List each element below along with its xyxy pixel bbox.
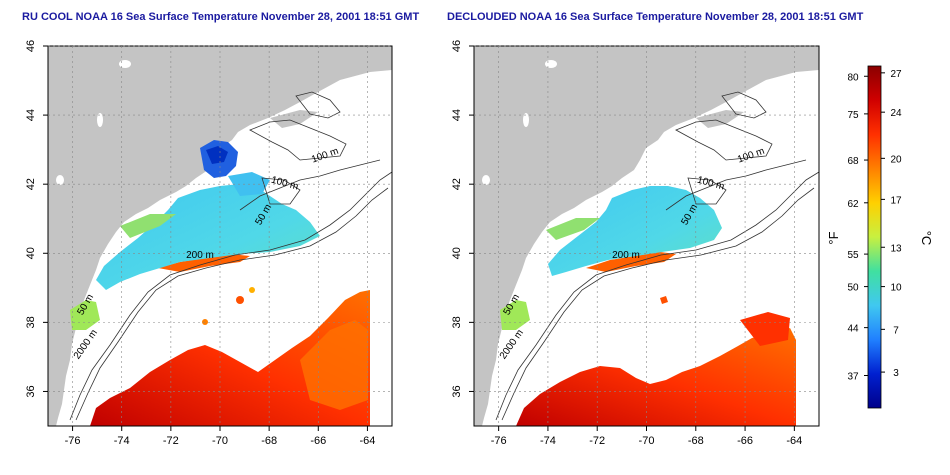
celsius-unit: °C [919, 231, 934, 246]
bathymetry-contours [69, 91, 392, 421]
celsius-tick-label: 7 [893, 325, 899, 336]
x-tick-label: -72 [163, 435, 179, 447]
fahrenheit-tick-label: 37 [847, 372, 859, 383]
colorbar-gradient [867, 65, 882, 409]
land-mass [474, 46, 819, 426]
lake [56, 175, 64, 185]
bathymetry-contours [495, 91, 819, 421]
sst-coastal-green [500, 300, 530, 330]
land-peninsula [696, 110, 744, 128]
sst-coastal-green [70, 300, 100, 330]
x-tick-label: -68 [688, 435, 704, 447]
x-tick-label: -76 [65, 435, 81, 447]
y-tick-label: 44 [25, 109, 37, 121]
sst-coastal-green [120, 214, 176, 238]
sst-slope-streak [158, 254, 250, 272]
y-tick-label: 36 [451, 385, 463, 397]
colorbar: °F °C [826, 65, 934, 409]
lake [545, 60, 557, 68]
land-peninsula [270, 110, 318, 128]
fahrenheit-unit: °F [826, 231, 841, 244]
x-tick-label: -72 [589, 435, 605, 447]
fahrenheit-tick-label: 44 [847, 324, 859, 335]
contour-label: 200 m [186, 250, 214, 261]
y-tick-label: 36 [25, 385, 37, 397]
celsius-tick-label: 24 [890, 108, 902, 119]
fahrenheit-tick-label: 75 [847, 110, 859, 121]
sst-cool-shelf [548, 186, 722, 276]
y-tick-label: 38 [451, 316, 463, 328]
y-tick-label: 46 [451, 40, 463, 52]
celsius-tick-label: 3 [893, 368, 899, 379]
land-mass [48, 46, 392, 426]
sst-warm-patch [300, 320, 368, 410]
right-panel-title: DECLOUDED NOAA 16 Sea Surface Temperatur… [447, 11, 864, 23]
celsius-tick-label: 13 [890, 243, 902, 254]
sst-coastal-green [546, 218, 600, 240]
x-tick-label: -64 [786, 435, 802, 447]
sst-cool-shelf [96, 184, 320, 290]
x-tick-label: -70 [639, 435, 655, 447]
x-tick-label: -66 [310, 435, 326, 447]
fahrenheit-tick-label: 55 [847, 250, 859, 261]
fahrenheit-tick-label: 68 [847, 156, 859, 167]
fahrenheit-tick-label: 62 [847, 199, 859, 210]
sst-eddy [249, 287, 255, 293]
fahrenheit-tick-label: 50 [847, 283, 859, 294]
sst-warm-patch [740, 312, 790, 346]
x-tick-label: -68 [261, 435, 277, 447]
x-tick-label: -70 [212, 435, 228, 447]
lake [523, 113, 529, 127]
x-tick-label: -64 [359, 435, 375, 447]
celsius-tick-label: 10 [890, 283, 902, 294]
sst-eddy [202, 319, 208, 325]
x-tick-label: -66 [737, 435, 753, 447]
y-tick-label: 42 [451, 178, 463, 190]
y-tick-label: 38 [25, 316, 37, 328]
sst-eddy [660, 296, 668, 304]
contour-label: 200 m [612, 250, 640, 261]
y-tick-label: 40 [451, 247, 463, 259]
left-axes: -76 -74 -72 -70 -68 -66 -64 36 38 40 42 44 46 [25, 40, 392, 447]
y-tick-label: 46 [25, 40, 37, 52]
y-tick-label: 44 [451, 109, 463, 121]
x-tick-label: -74 [540, 435, 556, 447]
lake [97, 113, 103, 127]
x-tick-label: -76 [491, 435, 507, 447]
sst-warm-gulf-stream [90, 290, 370, 426]
celsius-tick-label: 20 [890, 154, 902, 165]
sst-warm-gulf-stream [516, 328, 796, 426]
celsius-tick-label: 27 [890, 69, 902, 80]
y-tick-label: 40 [25, 247, 37, 259]
fahrenheit-tick-label: 80 [847, 72, 859, 83]
x-tick-label: -74 [114, 435, 130, 447]
sst-eddy [236, 296, 244, 304]
lake [119, 60, 131, 68]
sst-cold-core [206, 146, 228, 164]
lake [482, 175, 490, 185]
left-panel-title: RU COOL NOAA 16 Sea Surface Temperature … [22, 11, 420, 23]
colorbar-ticks: 80 75 68 62 55 50 44 37 27 24 20 17 13 10 7 3 [847, 69, 902, 383]
y-tick-label: 42 [25, 178, 37, 190]
right-axes: -76 -74 -72 -70 -68 -66 -64 36 38 40 42 44 46 [451, 40, 819, 447]
celsius-tick-label: 17 [890, 195, 902, 206]
